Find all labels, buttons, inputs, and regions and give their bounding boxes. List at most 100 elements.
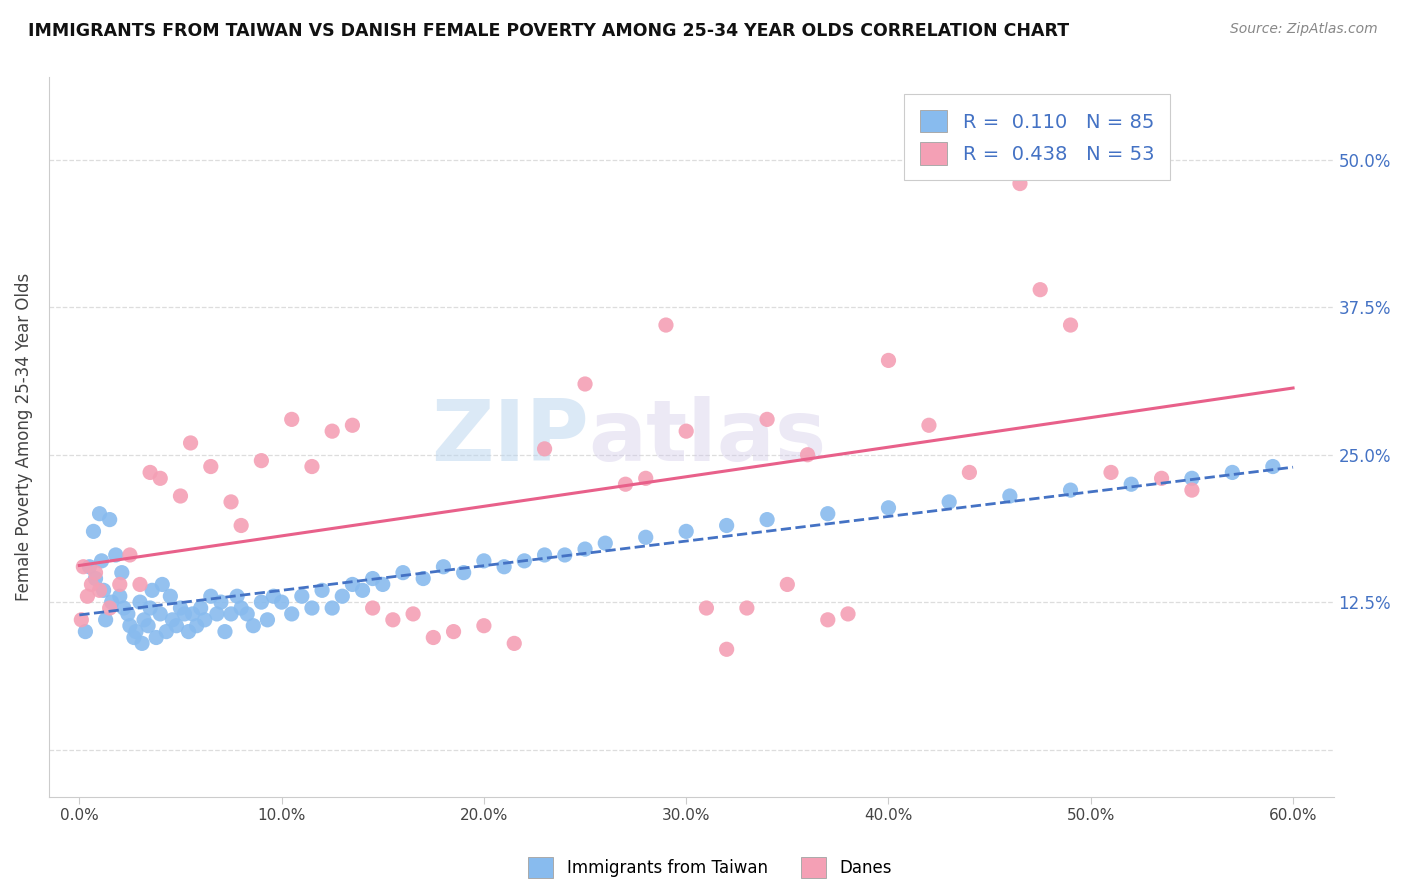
Point — [150, 577, 173, 591]
Point — [270, 595, 292, 609]
Point — [957, 466, 980, 480]
Point — [256, 613, 278, 627]
Point — [554, 548, 576, 562]
Point — [89, 507, 111, 521]
Point — [472, 618, 495, 632]
Point — [200, 589, 222, 603]
Point — [136, 618, 159, 632]
Point — [118, 618, 141, 632]
Point — [1008, 177, 1031, 191]
Point — [634, 530, 657, 544]
Point — [149, 607, 172, 621]
Point — [817, 613, 839, 627]
Point — [173, 607, 195, 621]
Point — [1222, 466, 1244, 480]
Point — [1181, 471, 1204, 485]
Point — [98, 601, 121, 615]
Point — [1099, 466, 1122, 480]
Point — [494, 559, 516, 574]
Point — [422, 631, 444, 645]
Point — [280, 412, 302, 426]
Point — [84, 572, 107, 586]
Point — [593, 536, 616, 550]
Point — [675, 524, 697, 539]
Point — [503, 636, 526, 650]
Point — [453, 566, 475, 580]
Point — [675, 424, 697, 438]
Point — [250, 595, 273, 609]
Point — [82, 524, 104, 539]
Point — [177, 624, 200, 639]
Point — [209, 595, 232, 609]
Point — [361, 601, 384, 615]
Point — [242, 618, 264, 632]
Point — [716, 642, 738, 657]
Point — [634, 471, 657, 485]
Point — [131, 636, 153, 650]
Point — [796, 448, 818, 462]
Point — [70, 613, 93, 627]
Point — [129, 577, 152, 591]
Point — [1059, 483, 1081, 497]
Point — [432, 559, 454, 574]
Point — [219, 495, 242, 509]
Point — [122, 631, 145, 645]
Point — [311, 583, 333, 598]
Point — [756, 513, 779, 527]
Point — [756, 412, 779, 426]
Point — [1121, 477, 1143, 491]
Text: IMMIGRANTS FROM TAIWAN VS DANISH FEMALE POVERTY AMONG 25-34 YEAR OLDS CORRELATIO: IMMIGRANTS FROM TAIWAN VS DANISH FEMALE … — [28, 22, 1069, 40]
Point — [321, 424, 343, 438]
Point — [330, 589, 353, 603]
Point — [118, 548, 141, 562]
Point — [877, 353, 900, 368]
Point — [998, 489, 1021, 503]
Point — [94, 613, 117, 627]
Text: Source: ZipAtlas.com: Source: ZipAtlas.com — [1230, 22, 1378, 37]
Point — [194, 613, 217, 627]
Point — [371, 577, 394, 591]
Point — [214, 624, 236, 639]
Point — [169, 489, 191, 503]
Point — [263, 589, 285, 603]
Legend: R =  0.110   N = 85, R =  0.438   N = 53: R = 0.110 N = 85, R = 0.438 N = 53 — [904, 95, 1170, 180]
Text: ZIP: ZIP — [430, 395, 589, 478]
Point — [472, 554, 495, 568]
Point — [72, 559, 94, 574]
Point — [1059, 318, 1081, 332]
Point — [938, 495, 960, 509]
Point — [877, 500, 900, 515]
Point — [392, 566, 415, 580]
Point — [381, 613, 404, 627]
Point — [533, 548, 555, 562]
Point — [1150, 471, 1173, 485]
Text: atlas: atlas — [589, 395, 827, 478]
Point — [75, 624, 97, 639]
Point — [231, 601, 253, 615]
Point — [280, 607, 302, 621]
Point — [108, 577, 131, 591]
Point — [93, 583, 115, 598]
Point — [716, 518, 738, 533]
Point — [98, 513, 121, 527]
Point — [574, 542, 596, 557]
Point — [412, 572, 434, 586]
Point — [190, 601, 212, 615]
Point — [169, 601, 191, 615]
Point — [574, 376, 596, 391]
Point — [159, 589, 181, 603]
Point — [129, 595, 152, 609]
Point — [205, 607, 228, 621]
Point — [513, 554, 536, 568]
Point — [155, 624, 177, 639]
Point — [342, 577, 364, 591]
Point — [695, 601, 717, 615]
Point — [186, 618, 208, 632]
Point — [352, 583, 374, 598]
Point — [301, 459, 323, 474]
Point — [1029, 283, 1052, 297]
Point — [104, 548, 127, 562]
Point — [837, 607, 859, 621]
Point — [614, 477, 637, 491]
Point — [236, 607, 259, 621]
